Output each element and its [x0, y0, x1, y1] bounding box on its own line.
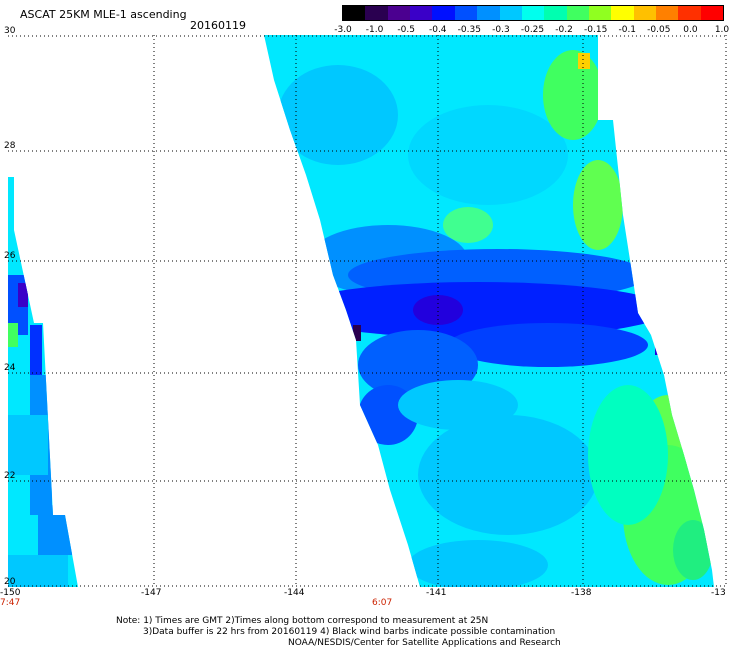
note-line-1: Note: 1) Times are GMT 2)Times along bot…	[116, 616, 489, 626]
map-plot: 30 28 26 24 22 20 -150 -147 -144 -141 -1…	[0, 26, 727, 608]
y-tick-20: 20	[4, 577, 16, 587]
product-title: ASCAT 25KM MLE-1 ascending	[20, 8, 187, 21]
pass-time-center: 6:07	[372, 598, 393, 608]
colorbar-swatch	[700, 6, 724, 20]
colorbar-swatch	[544, 6, 567, 20]
colorbar-tick-labels: -3.0 -1.0 -0.5 -0.4 -0.35 -0.3 -0.25 -0.2 -0.15-…	[330, 25, 740, 37]
colorbar-swatch	[611, 6, 634, 20]
colorbar-tick-label: -0.1	[618, 25, 637, 35]
note-line-2: 3)Data buffer is 22 hrs from 20160119 4)…	[143, 627, 556, 637]
colorbar-swatch	[432, 6, 455, 20]
colorbar-tick-label: -0.05	[647, 25, 671, 35]
lat-lon-grid	[8, 35, 727, 587]
colorbar	[342, 5, 724, 21]
colorbar-swatch	[454, 6, 478, 20]
x-tick-144: -144	[284, 588, 305, 598]
x-tick-150: -150	[0, 588, 21, 598]
colorbar-tick-label: -3.0	[334, 25, 352, 35]
colorbar-tick-label: -1.0	[365, 25, 384, 35]
colorbar-swatch	[633, 6, 657, 20]
product-date: 20160119	[190, 19, 246, 32]
left-swath	[8, 177, 78, 587]
colorbar-swatch	[365, 6, 388, 20]
colorbar-swatch	[387, 6, 411, 20]
x-tick-135: -13	[711, 588, 726, 598]
colorbar-swatch	[343, 6, 366, 20]
colorbar-tick-label: 0.0	[683, 25, 698, 35]
y-tick-22: 22	[4, 471, 16, 481]
colorbar-swatch	[499, 6, 522, 20]
colorbar-tick-label: -0.25	[520, 25, 545, 35]
main-swath	[264, 35, 714, 587]
y-tick-28: 28	[4, 141, 16, 151]
colorbar-swatch	[566, 6, 589, 20]
colorbar-swatch	[410, 6, 433, 20]
y-tick-30: 30	[4, 26, 16, 36]
colorbar-swatch	[678, 6, 701, 20]
x-tick-147: -147	[141, 588, 162, 598]
note-line-3: NOAA/NESDIS/Center for Satellite Applica…	[288, 638, 561, 648]
y-tick-26: 26	[4, 251, 16, 261]
colorbar-swatch	[588, 6, 612, 20]
pass-time-left: 7:47	[0, 598, 21, 608]
colorbar-swatch	[521, 6, 545, 20]
swath-map	[8, 35, 727, 587]
colorbar-swatch	[656, 6, 679, 20]
y-tick-24: 24	[4, 363, 16, 373]
colorbar-tick-label: -0.5	[397, 25, 415, 35]
x-tick-138: -138	[571, 588, 592, 598]
colorbar-tick-label: -0.35	[457, 25, 481, 35]
colorbar-tick-label: -0.2	[555, 25, 573, 35]
colorbar-swatch	[477, 6, 500, 20]
colorbar-tick-label: 1.0	[714, 25, 730, 35]
colorbar-tick-label: -0.15	[584, 25, 608, 35]
x-tick-141: -141	[426, 588, 447, 598]
colorbar-tick-label: -0.3	[492, 25, 510, 35]
colorbar-tick-label: -0.4	[428, 25, 447, 35]
